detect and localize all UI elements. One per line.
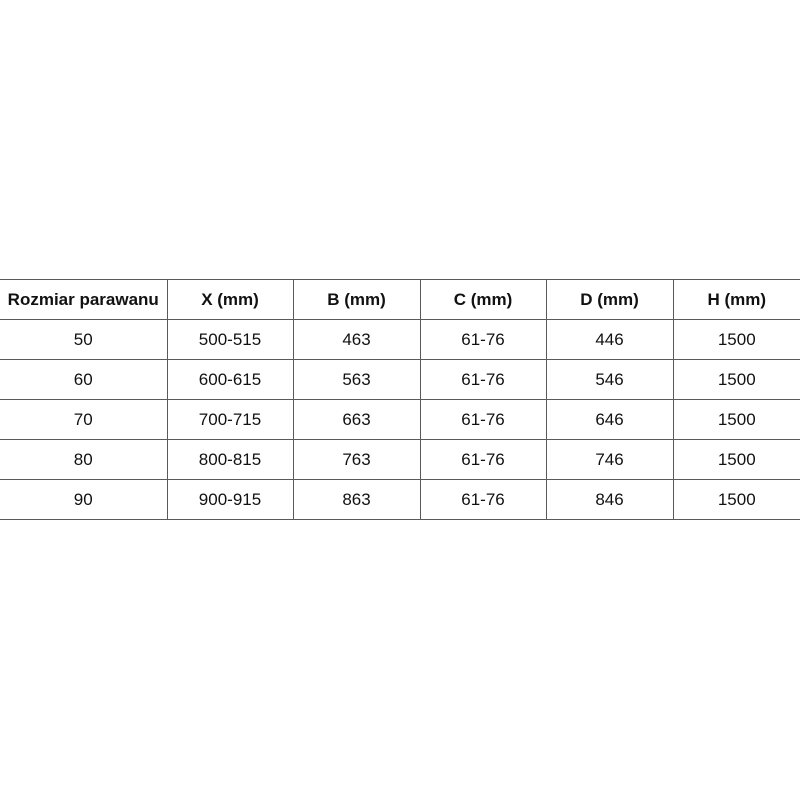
table-cell: 80: [0, 439, 168, 480]
table-cell: 60: [0, 359, 168, 400]
header-row: Rozmiar parawanu X (mm) B (mm) C (mm) D …: [0, 279, 800, 320]
table-cell: 1500: [672, 479, 800, 520]
table-cell: 563: [292, 359, 421, 400]
table-cell: 700-715: [166, 399, 294, 440]
table-cell: 546: [545, 359, 674, 400]
table-cell: 61-76: [419, 399, 547, 440]
table-cell: 61-76: [419, 439, 547, 480]
table-cell: 446: [545, 319, 674, 360]
header-cell: C (mm): [419, 279, 547, 320]
dimensions-table: Rozmiar parawanu X (mm) B (mm) C (mm) D …: [0, 279, 800, 520]
header-cell: Rozmiar parawanu: [0, 279, 168, 320]
table-cell: 1500: [672, 399, 800, 440]
table-cell: 90: [0, 479, 168, 520]
header-cell: X (mm): [166, 279, 294, 320]
table-row: 70 700-715 663 61-76 646 1500: [0, 399, 800, 440]
table-cell: 463: [292, 319, 421, 360]
header-cell: H (mm): [672, 279, 800, 320]
table-cell: 61-76: [419, 359, 547, 400]
table-cell: 863: [292, 479, 421, 520]
table-cell: 61-76: [419, 319, 547, 360]
table-row: 60 600-615 563 61-76 546 1500: [0, 359, 800, 400]
table-cell: 50: [0, 319, 168, 360]
table-cell: 1500: [672, 359, 800, 400]
table-cell: 663: [292, 399, 421, 440]
table-cell: 646: [545, 399, 674, 440]
header-cell: B (mm): [292, 279, 421, 320]
table-cell: 500-515: [166, 319, 294, 360]
table-cell: 800-815: [166, 439, 294, 480]
table-cell: 70: [0, 399, 168, 440]
table-row: 80 800-815 763 61-76 746 1500: [0, 439, 800, 480]
header-cell: D (mm): [545, 279, 674, 320]
table-cell: 600-615: [166, 359, 294, 400]
table-cell: 1500: [672, 439, 800, 480]
table-cell: 1500: [672, 319, 800, 360]
table-cell: 61-76: [419, 479, 547, 520]
table-cell: 900-915: [166, 479, 294, 520]
table-cell: 763: [292, 439, 421, 480]
table-row: 50 500-515 463 61-76 446 1500: [0, 319, 800, 360]
table-cell: 746: [545, 439, 674, 480]
table-cell: 846: [545, 479, 674, 520]
table-row: 90 900-915 863 61-76 846 1500: [0, 479, 800, 520]
